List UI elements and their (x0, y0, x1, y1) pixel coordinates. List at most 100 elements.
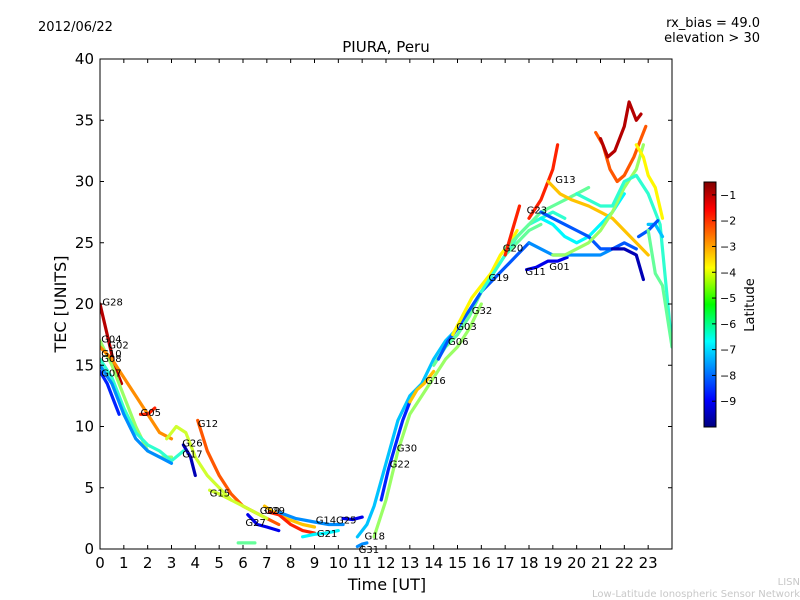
colorbar-ticks: −1 −2 −3 −4 −5 −6 −7 −8 −9 (712, 189, 736, 408)
x-tick-label: 20 (567, 554, 586, 572)
sat-label-g18: G18 (365, 532, 385, 543)
x-tick-label: 6 (238, 554, 248, 572)
series-s04 (575, 173, 672, 349)
colorbar-tick-label: −2 (720, 215, 736, 228)
elevation-label: elevation > 30 (664, 31, 760, 46)
x-tick-label: 1 (119, 554, 129, 572)
series-g07 (100, 369, 121, 416)
y-tick-label: 40 (75, 50, 94, 68)
colorbar-tick-label: −8 (720, 369, 736, 382)
y-tick-label: 15 (75, 356, 94, 374)
sat-label-g04: G04 (101, 334, 121, 345)
sat-label-g03: G03 (456, 322, 476, 333)
y-axis: 0 5 10 15 20 25 30 35 40 (75, 50, 672, 558)
sat-label-g21: G21 (317, 529, 337, 540)
y-tick-label: 30 (75, 173, 94, 191)
footer-lisn: LISN (778, 577, 800, 588)
y-tick-label: 10 (75, 418, 94, 436)
sat-label-g08: G08 (101, 354, 121, 365)
x-axis-label: Time [UT] (347, 575, 426, 594)
colorbar-label: Latitude (743, 278, 758, 332)
x-tick-label: 11 (353, 554, 372, 572)
sat-label-g29: G29 (265, 506, 285, 517)
series-g15 (208, 488, 269, 521)
series-layer (100, 100, 672, 549)
rx-bias-label: rx_bias = 49.0 (666, 16, 760, 31)
sat-label-g12: G12 (198, 419, 218, 430)
sat-label-g32: G32 (472, 306, 492, 317)
x-tick-label: 15 (448, 554, 467, 572)
sat-label-g05: G05 (141, 408, 161, 419)
x-tick-label: 18 (519, 554, 538, 572)
x-tick-label: 21 (591, 554, 610, 572)
series-g13 (527, 143, 560, 220)
series-g23 (503, 204, 522, 257)
y-tick-label: 5 (84, 479, 94, 497)
series-g10 (100, 357, 185, 463)
series-g26 (165, 424, 233, 502)
sat-label-g28: G28 (102, 298, 122, 309)
sat-label-g10: G10 (101, 349, 121, 360)
series-g02 (100, 345, 174, 441)
series-s03 (551, 143, 646, 257)
series-g20 (503, 186, 591, 251)
sat-label-g25: G25 (336, 516, 356, 527)
series-g14 (277, 510, 345, 527)
sat-label-g19: G19 (489, 273, 509, 284)
series-g17 (181, 443, 197, 478)
series-g31 (355, 541, 369, 549)
series-g16 (408, 369, 436, 404)
series-g05 (138, 406, 157, 416)
date-label: 2012/06/22 (38, 20, 113, 35)
series-g21 (301, 528, 340, 539)
x-tick-label: 4 (191, 554, 201, 572)
sat-label-g30: G30 (397, 443, 417, 454)
sat-label-g13: G13 (555, 175, 575, 186)
x-tick-label: 13 (400, 554, 419, 572)
colorbar (703, 181, 717, 428)
sat-label-g20: G20 (503, 244, 523, 255)
series-g09 (262, 504, 317, 529)
sat-label-g02: G02 (108, 340, 128, 351)
x-tick-label: 8 (286, 554, 296, 572)
x-tick-label: 19 (543, 554, 562, 572)
series-s10 (610, 247, 646, 282)
colorbar-tick-label: −4 (720, 266, 736, 279)
y-tick-label: 25 (75, 234, 94, 252)
x-tick-label: 14 (424, 554, 443, 572)
footer-network: Low-Latitude Ionospheric Sensor Network (592, 589, 800, 600)
sat-label-g14: G14 (316, 516, 336, 527)
series-g11 (524, 255, 569, 272)
series-s02 (539, 210, 638, 251)
sat-label-g11: G11 (525, 267, 545, 278)
colorbar-tick-label: −5 (720, 292, 736, 305)
x-tick-label: 23 (639, 554, 658, 572)
x-tick-label: 5 (214, 554, 224, 572)
sat-label-g01: G01 (549, 262, 569, 273)
x-tick-label: 9 (310, 554, 320, 572)
x-tick-label: 17 (496, 554, 515, 572)
y-axis-label: TEC [UNITS] (51, 256, 70, 354)
sat-label-g16: G16 (425, 376, 445, 387)
colorbar-tick-label: −3 (720, 240, 736, 253)
sat-label-g09: G09 (260, 506, 280, 517)
sat-label-g15: G15 (210, 489, 230, 500)
series-g29 (267, 510, 317, 535)
series-g22 (372, 302, 483, 539)
sat-label-g07: G07 (101, 369, 121, 380)
colorbar-tick-label: −6 (720, 318, 736, 331)
y-tick-label: 20 (75, 295, 94, 313)
colorbar-tick-label: −7 (720, 344, 736, 357)
colorbar-tick-label: −1 (720, 189, 736, 202)
series-g18 (355, 326, 460, 539)
sat-label-g23: G23 (527, 206, 547, 217)
y-tick-label: 0 (84, 540, 94, 558)
y-tick-label: 35 (75, 111, 94, 129)
series-g27 (246, 513, 281, 533)
series-g30 (379, 400, 412, 502)
series-g01 (527, 241, 615, 257)
series-g28 (100, 302, 124, 386)
sat-label-g31: G31 (359, 545, 379, 556)
sat-label-g27: G27 (245, 518, 265, 529)
series-s06 (598, 100, 643, 159)
